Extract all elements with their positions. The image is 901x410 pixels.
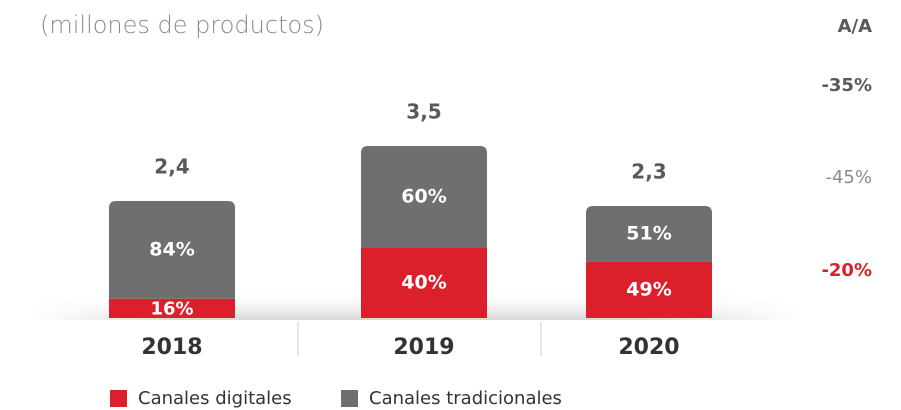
- total-label: 2,4: [154, 155, 189, 179]
- legend-swatch: [110, 390, 127, 407]
- yoy-title: A/A: [838, 16, 873, 37]
- segment-label: 60%: [401, 186, 446, 208]
- legend-swatch: [341, 390, 358, 407]
- bar-segment: [109, 298, 235, 318]
- total-label: 2,3: [631, 160, 666, 184]
- bar-segment: [361, 248, 487, 318]
- x-tick-label: 2019: [393, 335, 454, 360]
- x-tick-label: 2018: [141, 335, 202, 360]
- legend-label: Canales digitales: [138, 388, 292, 409]
- yoy-label: -20%: [821, 260, 872, 281]
- segment-label: 84%: [149, 238, 194, 260]
- bar-segment: [586, 206, 712, 262]
- subtitle: (millones de productos): [40, 11, 324, 39]
- legend-label: Canales tradicionales: [369, 388, 562, 409]
- yoy-label: -35%: [821, 75, 872, 96]
- segment-label: 49%: [626, 278, 671, 300]
- bar-segment: [109, 201, 235, 299]
- bar-segment: [586, 261, 712, 318]
- segment-label: 51%: [626, 222, 671, 244]
- bar-segment: [361, 146, 487, 248]
- total-label: 3,5: [406, 100, 441, 124]
- segment-label: 16%: [150, 298, 193, 319]
- x-tick-label: 2020: [618, 335, 679, 360]
- segment-label: 40%: [401, 272, 446, 294]
- yoy-label: -45%: [825, 167, 872, 188]
